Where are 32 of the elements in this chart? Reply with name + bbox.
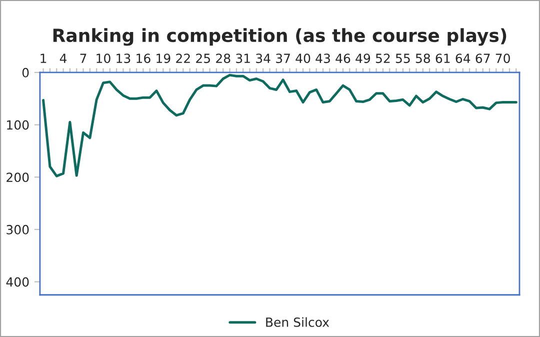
- x-tick-label: 22: [176, 54, 190, 63]
- y-tick-label: 200: [6, 172, 29, 182]
- x-tick-label: 37: [276, 54, 290, 64]
- y-tick-label: 400: [6, 277, 29, 287]
- x-tick-label: 4: [60, 54, 67, 63]
- line-series: [42, 74, 518, 178]
- x-tick-label: 61: [436, 54, 450, 64]
- y-tick-label: 300: [6, 224, 29, 234]
- x-tick-label: 46: [336, 54, 350, 64]
- chart-title: Ranking in competition (as the course plays): [53, 28, 506, 46]
- x-tick-label: 40: [296, 54, 310, 64]
- x-tick-label: 19: [156, 54, 170, 64]
- x-tick-label: 67: [476, 54, 490, 64]
- x-tick-label: 43: [316, 54, 330, 64]
- y-tick-label: 0: [22, 68, 29, 78]
- x-tick-label: 7: [80, 54, 86, 63]
- x-tick-label: 49: [356, 54, 370, 64]
- x-tick-label: 13: [116, 54, 130, 64]
- x-tick-label: 31: [236, 54, 250, 64]
- x-tick-label: 58: [416, 54, 430, 64]
- x-tick-label: 10: [96, 54, 110, 64]
- x-tick-label: 16: [136, 54, 150, 64]
- x-tick-label: 70: [496, 54, 510, 64]
- x-tick-label: 1: [40, 54, 46, 63]
- x-tick-label: 55: [396, 54, 410, 64]
- x-tick-label: 28: [216, 54, 230, 64]
- y-tick-label: 100: [7, 120, 29, 130]
- legend-label: Ben Silcox: [266, 317, 330, 327]
- x-tick-label: 52: [376, 54, 390, 64]
- x-tick-label: 64: [456, 54, 470, 64]
- x-tick-label: 25: [196, 54, 210, 64]
- x-tick-label: 34: [256, 54, 270, 64]
